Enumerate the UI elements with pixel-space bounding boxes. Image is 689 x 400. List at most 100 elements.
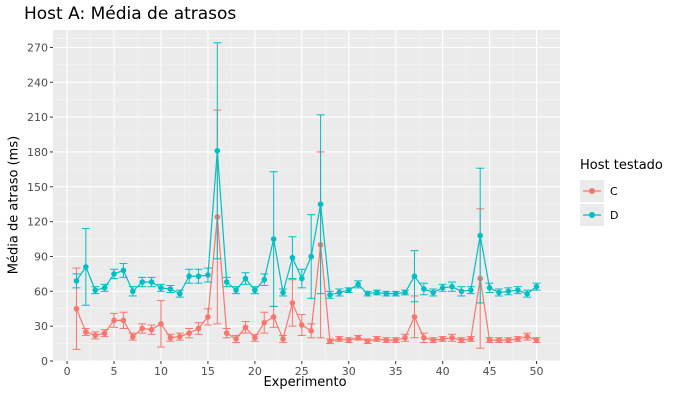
- data-point-c: [505, 337, 512, 343]
- data-point-c: [120, 317, 127, 324]
- x-tick-label: 10: [154, 365, 168, 378]
- data-point-d: [514, 287, 521, 293]
- data-point-d: [289, 254, 296, 261]
- data-point-c: [345, 337, 352, 343]
- y-tick-label: 180: [27, 146, 48, 159]
- data-point-d: [402, 289, 408, 296]
- x-tick-label: 15: [201, 365, 215, 378]
- data-point-c: [289, 300, 296, 306]
- legend-label-c: C: [610, 184, 618, 198]
- chart-title: Host A: Média de atrasos: [24, 4, 237, 24]
- data-point-c: [233, 336, 239, 342]
- x-tick-label: 25: [295, 365, 309, 378]
- data-point-d: [374, 289, 380, 296]
- data-point-c: [130, 333, 136, 340]
- data-point-d: [73, 278, 80, 284]
- data-point-d: [477, 232, 483, 239]
- data-point-d: [505, 288, 512, 295]
- y-tick-label: 240: [27, 76, 48, 89]
- data-point-c: [252, 334, 258, 341]
- data-point-d: [148, 279, 155, 285]
- y-tick-label: 120: [27, 216, 48, 229]
- data-point-c: [308, 328, 314, 334]
- y-tick-label: 0: [41, 355, 48, 368]
- data-point-c: [261, 319, 268, 326]
- data-point-d: [92, 287, 99, 293]
- data-point-d: [233, 287, 239, 293]
- data-point-c: [83, 329, 89, 335]
- data-point-c: [111, 317, 117, 324]
- data-point-c: [458, 337, 465, 343]
- data-point-d: [186, 273, 192, 280]
- data-point-d: [327, 292, 333, 298]
- data-point-d: [280, 289, 286, 296]
- legend-key-d-icon: [580, 204, 604, 226]
- data-point-c: [383, 337, 390, 343]
- data-point-c: [327, 338, 333, 345]
- data-point-d: [411, 273, 418, 280]
- data-point-c: [92, 332, 99, 339]
- data-point-c: [430, 337, 437, 343]
- y-tick-label: 150: [27, 181, 48, 194]
- data-point-c: [496, 337, 502, 343]
- data-point-d: [336, 289, 343, 296]
- y-tick-label: 210: [27, 111, 48, 124]
- data-point-d: [364, 290, 371, 297]
- data-point-d: [120, 267, 127, 274]
- data-point-d: [270, 236, 277, 242]
- data-point-d: [130, 288, 136, 295]
- data-point-d: [299, 275, 305, 282]
- data-point-d: [355, 281, 361, 288]
- data-point-c: [514, 336, 521, 342]
- data-point-c: [421, 334, 427, 341]
- data-point-c: [392, 337, 399, 343]
- data-point-d: [383, 290, 390, 297]
- legend: Host testado C D: [580, 158, 663, 227]
- data-point-d: [430, 289, 437, 296]
- data-point-d: [195, 273, 202, 280]
- data-point-c: [486, 337, 493, 343]
- y-tick-label: 90: [34, 250, 48, 263]
- data-point-d: [496, 289, 502, 296]
- data-point-c: [533, 337, 540, 343]
- data-point-d: [449, 283, 455, 290]
- legend-item-d: D: [580, 203, 663, 227]
- data-point-d: [468, 287, 474, 293]
- data-point-c: [158, 321, 164, 327]
- x-tick-label: 45: [483, 365, 497, 378]
- data-point-d: [439, 285, 446, 291]
- data-point-c: [167, 334, 174, 341]
- x-tick-label: 30: [342, 365, 356, 378]
- y-tick-label: 270: [27, 41, 48, 54]
- legend-title: Host testado: [580, 158, 663, 173]
- x-tick-label: 5: [111, 365, 118, 378]
- data-point-d: [111, 271, 117, 277]
- legend-item-c: C: [580, 179, 663, 203]
- data-point-d: [167, 286, 174, 292]
- data-point-d: [317, 201, 324, 208]
- x-tick-label: 20: [248, 365, 262, 378]
- y-tick-label: 30: [34, 320, 48, 333]
- data-point-c: [524, 333, 530, 340]
- data-point-c: [186, 330, 192, 336]
- data-point-c: [139, 325, 145, 332]
- data-point-c: [73, 305, 80, 312]
- x-axis-label: Experimento: [263, 375, 347, 390]
- data-point-c: [449, 334, 455, 341]
- data-point-c: [468, 336, 474, 342]
- data-point-d: [158, 285, 164, 291]
- data-point-c: [195, 325, 202, 332]
- data-point-c: [205, 314, 211, 320]
- data-point-c: [411, 314, 418, 320]
- data-point-d: [458, 288, 465, 295]
- data-point-c: [364, 338, 371, 345]
- data-point-c: [355, 334, 361, 341]
- data-point-d: [533, 283, 540, 290]
- legend-key-c-icon: [580, 180, 604, 202]
- legend-label-d: D: [610, 208, 619, 222]
- data-point-c: [336, 336, 343, 342]
- data-point-c: [242, 324, 249, 331]
- data-point-c: [270, 314, 277, 320]
- x-tick-label: 35: [389, 365, 403, 378]
